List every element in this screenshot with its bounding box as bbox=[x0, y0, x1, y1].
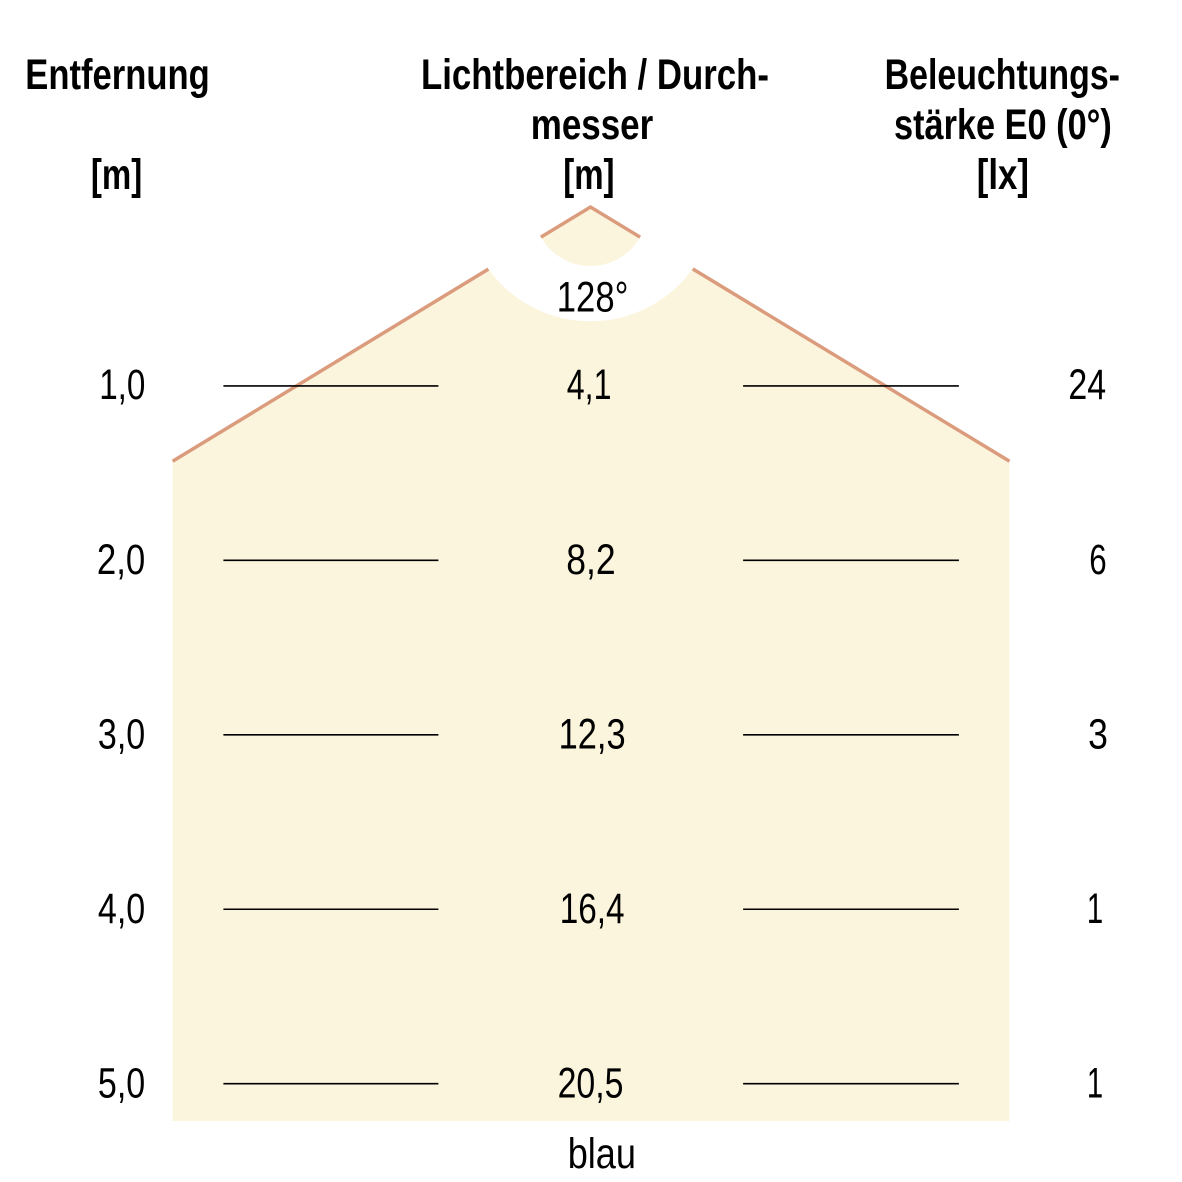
svg-text:12,3: 12,3 bbox=[559, 711, 626, 758]
svg-text:[m]: [m] bbox=[563, 151, 614, 199]
svg-text:4,0: 4,0 bbox=[98, 885, 145, 933]
svg-text:blau: blau bbox=[568, 1130, 636, 1178]
svg-text:20,5: 20,5 bbox=[558, 1060, 624, 1108]
svg-text:Lichtbereich / Durch-: Lichtbereich / Durch- bbox=[421, 51, 769, 98]
svg-text:2,0: 2,0 bbox=[97, 537, 145, 584]
svg-text:128°: 128° bbox=[557, 274, 629, 321]
svg-text:Beleuchtungs-: Beleuchtungs- bbox=[885, 51, 1120, 99]
svg-text:stärke E0 (0°): stärke E0 (0°) bbox=[894, 101, 1112, 149]
svg-text:1: 1 bbox=[1087, 1059, 1103, 1107]
svg-text:24: 24 bbox=[1068, 361, 1106, 409]
svg-text:1,0: 1,0 bbox=[99, 361, 145, 409]
svg-text:3,0: 3,0 bbox=[98, 711, 145, 759]
svg-text:messer: messer bbox=[531, 102, 654, 149]
svg-text:5,0: 5,0 bbox=[98, 1060, 145, 1108]
svg-text:1: 1 bbox=[1087, 884, 1103, 932]
svg-text:16,4: 16,4 bbox=[560, 885, 625, 933]
svg-text:[lx]: [lx] bbox=[977, 151, 1029, 198]
svg-text:4,1: 4,1 bbox=[567, 362, 612, 410]
svg-text:[m]: [m] bbox=[91, 151, 142, 199]
svg-text:6: 6 bbox=[1089, 535, 1106, 583]
svg-text:8,2: 8,2 bbox=[566, 536, 615, 584]
svg-text:Entfernung: Entfernung bbox=[25, 51, 209, 98]
svg-text:3: 3 bbox=[1088, 710, 1108, 758]
